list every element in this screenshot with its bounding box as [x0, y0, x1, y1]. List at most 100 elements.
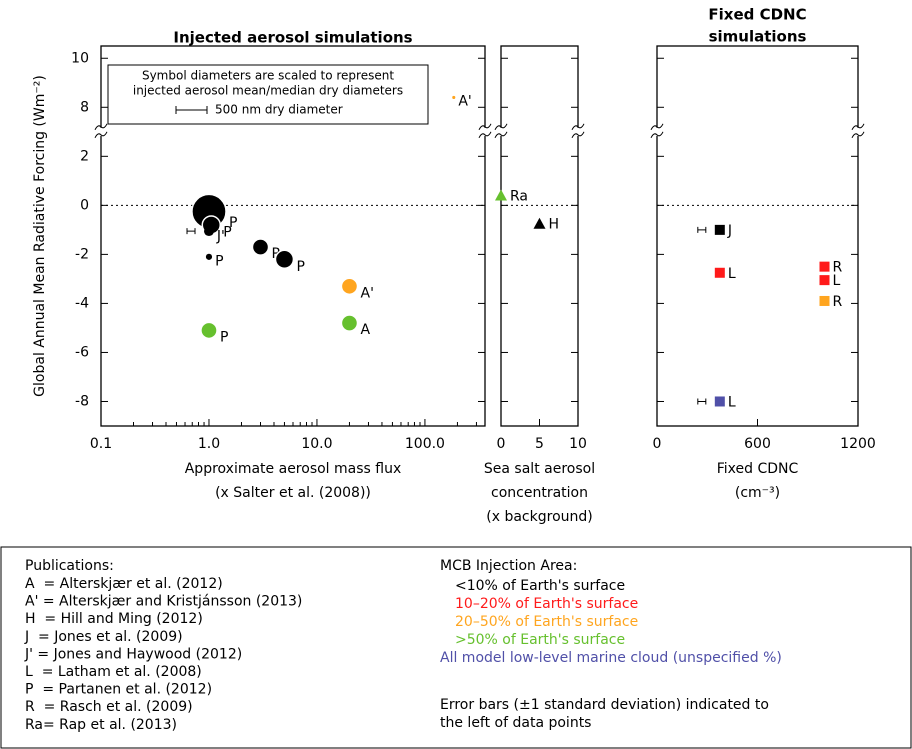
- data-point: [819, 261, 830, 272]
- y-tick-label: -6: [75, 344, 89, 360]
- point-label: A': [361, 285, 374, 301]
- panel-title: simulations: [709, 28, 807, 46]
- axis-break-gap: [856, 127, 860, 136]
- area-entry: <10% of Earth's surface: [455, 578, 625, 594]
- point-label: A': [458, 93, 471, 109]
- data-point: [204, 226, 214, 237]
- publication: A' = Alterskjær and Kristjánsson (2013): [25, 594, 302, 610]
- data-point: [251, 238, 270, 256]
- data-point: [714, 396, 725, 407]
- y-tick-label: -2: [75, 246, 89, 262]
- y-axis-label: Global Annual Mean Radiative Forcing (Wm…: [32, 75, 48, 397]
- x-axis-label: (cm⁻³): [735, 485, 780, 501]
- x-axis-label: concentration: [491, 485, 588, 501]
- area-title: MCB Injection Area:: [440, 558, 577, 574]
- x-tick-label: 0: [497, 436, 506, 452]
- data-point: [533, 217, 546, 229]
- y-tick-label: 8: [80, 99, 89, 115]
- size-scale-bar: [175, 106, 208, 114]
- axis-break-gap: [576, 127, 580, 136]
- point-label: P: [220, 329, 228, 345]
- y-tick-label: 0: [80, 197, 89, 213]
- x-tick-label: 10.0: [301, 436, 332, 452]
- area-entry: All model low-level marine cloud (unspec…: [440, 650, 782, 666]
- x-axis-label: Fixed CDNC: [717, 461, 799, 477]
- axis-break: [650, 123, 664, 139]
- point-label: P: [296, 259, 304, 275]
- data-point: [714, 224, 725, 235]
- publication: R = Rasch et al. (2009): [25, 699, 193, 715]
- area-entry: 10–20% of Earth's surface: [455, 596, 638, 612]
- x-tick-label: 0.1: [90, 436, 112, 452]
- plot-frame: [500, 45, 579, 427]
- axis-break: [494, 123, 508, 139]
- axis-break-gap: [483, 127, 487, 136]
- publication: P = Partanen et al. (2012): [25, 682, 212, 698]
- size-legend-text: Symbol diameters are scaled to represent: [142, 69, 394, 83]
- axis-break: [94, 123, 108, 139]
- y-tick-label: 2: [80, 148, 89, 164]
- x-tick-label: 10: [569, 436, 587, 452]
- legend-box: [0, 546, 912, 749]
- point-label: J: [727, 223, 732, 239]
- x-tick-label: 1.0: [198, 436, 220, 452]
- point-label: R: [833, 294, 843, 310]
- point-label: Ra: [510, 189, 528, 205]
- data-point: [340, 277, 359, 296]
- x-axis-label: (x background): [486, 509, 592, 525]
- data-point: [819, 295, 830, 306]
- publication: H = Hill and Ming (2012): [25, 611, 203, 627]
- axis-break-gap: [655, 127, 659, 136]
- error-bar: [186, 228, 196, 235]
- y-tick-label: -8: [75, 393, 89, 409]
- publication: Ra= Rap et al. (2013): [25, 717, 177, 733]
- error-bar: [697, 226, 707, 233]
- x-tick-label: 5: [535, 436, 544, 452]
- x-axis-label: (x Salter et al. (2008)): [215, 485, 371, 501]
- publication: L = Latham et al. (2008): [25, 664, 202, 680]
- area-entry: 20–50% of Earth's surface: [455, 614, 638, 630]
- data-point: [200, 321, 218, 340]
- panel-title: Fixed CDNC: [708, 6, 806, 24]
- point-label: H: [549, 217, 560, 233]
- x-tick-label: 100.0: [405, 436, 445, 452]
- point-label: L: [833, 273, 841, 289]
- data-point: [452, 95, 456, 100]
- size-legend-text: injected aerosol mean/median dry diamete…: [133, 84, 403, 98]
- note: the left of data points: [440, 715, 591, 731]
- error-bar: [697, 398, 707, 405]
- y-tick-label: -4: [75, 295, 89, 311]
- y-tick-label: 10: [71, 50, 89, 66]
- area-entry: >50% of Earth's surface: [455, 632, 625, 648]
- publications-title: Publications:: [25, 558, 114, 574]
- plot-frame: [656, 45, 859, 427]
- axis-break-gap: [499, 127, 503, 136]
- publication: J = Jones et al. (2009): [24, 629, 183, 645]
- point-label: L: [728, 266, 736, 282]
- point-label: A: [361, 322, 371, 338]
- axis-break-gap: [99, 127, 103, 136]
- data-point: [819, 275, 830, 286]
- point-label: L: [728, 394, 736, 410]
- x-tick-label: 0: [653, 436, 662, 452]
- x-axis-label: Sea salt aerosol: [484, 461, 595, 477]
- data-point: [714, 267, 725, 278]
- size-legend-box: [107, 64, 429, 125]
- publication: J' = Jones and Haywood (2012): [24, 646, 242, 662]
- axis-break: [851, 123, 865, 139]
- axis-break: [478, 123, 492, 139]
- publication: A = Alterskjær et al. (2012): [25, 576, 223, 592]
- x-tick-label: 600: [744, 436, 771, 452]
- data-point: [205, 253, 213, 260]
- point-label: P: [229, 215, 237, 231]
- note: Error bars (±1 standard deviation) indic…: [440, 697, 769, 713]
- data-point: [340, 314, 359, 332]
- x-tick-label: 1200: [840, 436, 876, 452]
- size-legend-label: 500 nm dry diameter: [215, 103, 343, 117]
- point-label: P: [223, 224, 231, 240]
- axis-break: [571, 123, 585, 139]
- point-label: P: [215, 253, 223, 269]
- panel-title: Injected aerosol simulations: [173, 29, 412, 47]
- point-label: R: [833, 260, 843, 276]
